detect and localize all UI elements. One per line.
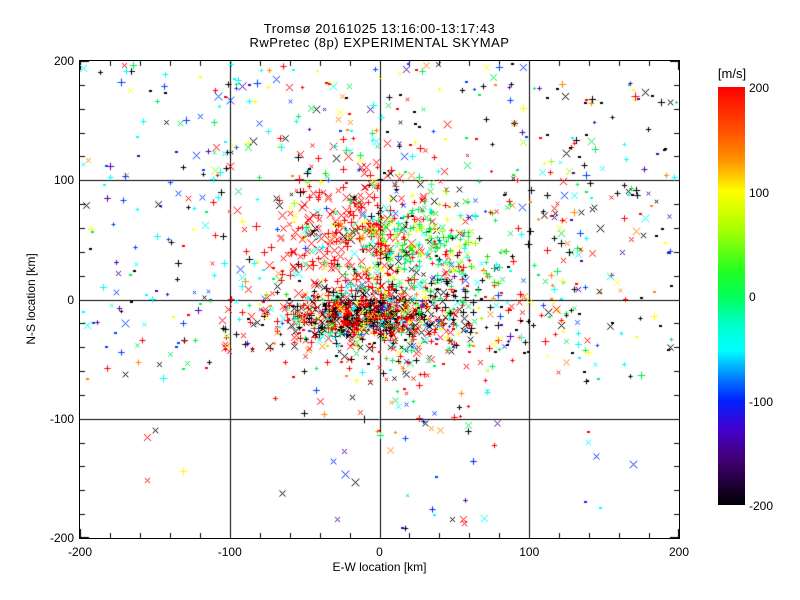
colorbar-units-label: [m/s] [717,66,747,81]
plot-area [79,60,680,539]
x-axis-title: E-W location [km] [332,560,427,574]
title-line-2: RwPretec (8p) EXPERIMENTAL SKYMAP [249,35,510,50]
x-tick-0: 0 [376,545,383,559]
colorbar-tick--100: -100 [749,394,774,409]
colorbar-tick--200: -200 [749,499,774,513]
colorbar-tick-0: 0 [749,290,756,304]
y-tick-100: 100 [53,173,74,188]
title-line-1: Tromsø 20161025 13:16:00-13:17:43 [263,21,496,36]
x-tick-200: 200 [668,545,690,559]
figure-title: Tromsø 20161025 13:16:00-13:17:43 RwPret… [80,22,679,50]
colorbar-tick-100: 100 [749,185,770,200]
skymap-scatter-canvas [80,61,679,538]
y-tick-0: 0 [67,292,74,307]
x-tick--200: -200 [67,545,93,559]
y-tick--100: -100 [49,411,74,426]
y-tick--200: -200 [49,531,74,545]
x-tick-100: 100 [519,545,540,559]
y-axis-title: N-S location [km] [24,253,38,345]
colorbar-tick-200: 200 [749,81,770,95]
x-tick--100: -100 [217,545,242,559]
velocity-colorbar [718,87,745,505]
y-tick-200: 200 [53,54,74,68]
